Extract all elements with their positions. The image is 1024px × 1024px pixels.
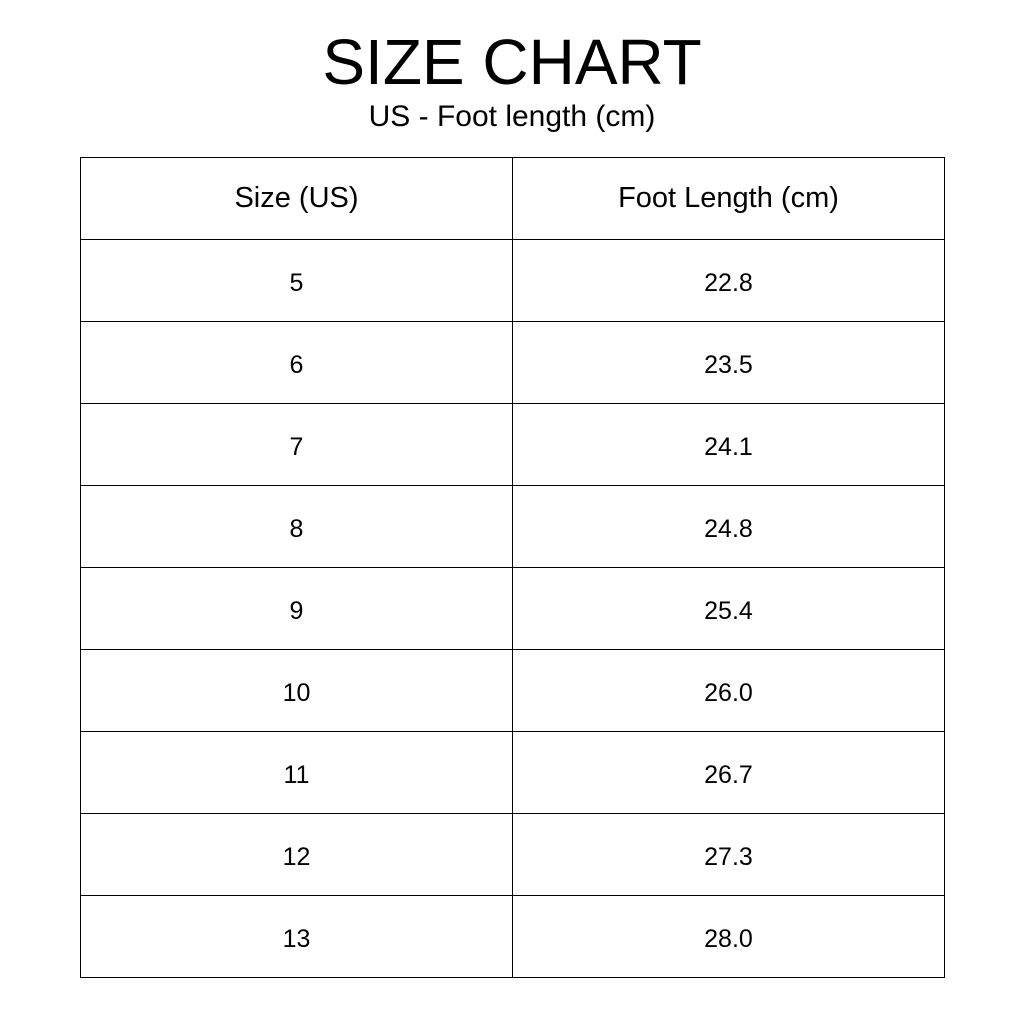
table-row: 11 26.7 [80, 731, 945, 814]
size-cell: 10 [80, 649, 513, 732]
foot-length-cell: 27.3 [512, 813, 945, 896]
table-row: 13 28.0 [80, 895, 945, 978]
page-subtitle: US - Foot length (cm) [368, 100, 656, 133]
size-cell: 8 [80, 485, 513, 568]
table-row: 10 26.0 [80, 649, 945, 732]
foot-length-cell: 24.8 [512, 485, 945, 568]
foot-length-cell: 24.1 [512, 403, 945, 486]
foot-length-cell: 26.0 [512, 649, 945, 732]
foot-length-cell: 23.5 [512, 321, 945, 404]
table-row: 12 27.3 [80, 813, 945, 896]
size-cell: 9 [80, 567, 513, 650]
foot-length-cell: 26.7 [512, 731, 945, 814]
size-cell: 12 [80, 813, 513, 896]
page-title: SIZE CHART [322, 26, 702, 98]
table-row: 8 24.8 [80, 485, 945, 568]
table-row: 9 25.4 [80, 567, 945, 650]
table-row: 6 23.5 [80, 321, 945, 404]
size-chart-table: Size (US) Foot Length (cm) 5 22.8 6 23.5 7 24… [80, 157, 945, 978]
foot-length-cell: 25.4 [512, 567, 945, 650]
header-size: Size (US) [80, 157, 513, 240]
table-row: 7 24.1 [80, 403, 945, 486]
size-cell: 11 [80, 731, 513, 814]
size-cell: 13 [80, 895, 513, 978]
table-row: 5 22.8 [80, 239, 945, 322]
size-cell: 6 [80, 321, 513, 404]
table-body: 5 22.8 6 23.5 7 24.1 8 24.8 9 25.4 10 26.0 11 26.7 12 2… [80, 239, 945, 978]
foot-length-cell: 22.8 [512, 239, 945, 322]
size-cell: 5 [80, 239, 513, 322]
header-foot-length: Foot Length (cm) [512, 157, 945, 240]
foot-length-cell: 28.0 [512, 895, 945, 978]
table-header-row: Size (US) Foot Length (cm) [80, 157, 945, 240]
size-cell: 7 [80, 403, 513, 486]
